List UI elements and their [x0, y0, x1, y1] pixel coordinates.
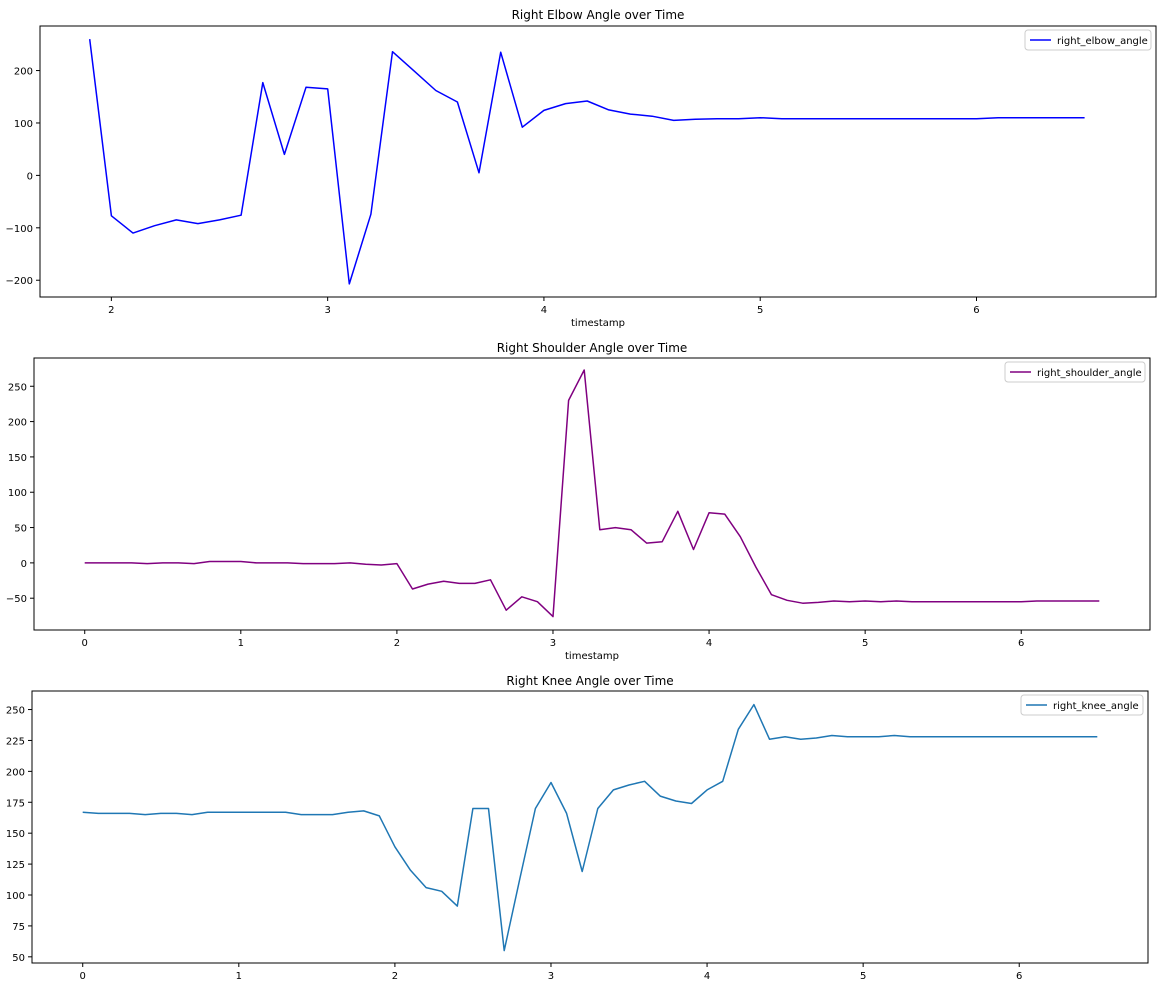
elbow-x-tick-label: 6: [973, 305, 979, 316]
knee-chart-title: Right Knee Angle over Time: [506, 674, 673, 688]
knee-x-tick-label: 3: [548, 971, 554, 982]
knee-x-tick-label: 0: [80, 971, 86, 982]
elbow-y-tick-label: 200: [14, 67, 33, 78]
elbow-chart-title: Right Elbow Angle over Time: [512, 8, 685, 22]
shoulder-x-tick-label: 5: [862, 638, 868, 649]
elbow-legend-label: right_elbow_angle: [1057, 36, 1148, 47]
knee-legend-box: [1020, 694, 1144, 716]
elbow-series-line: [88, 39, 1085, 285]
knee-plot-area: [31, 690, 1149, 964]
shoulder-legend: right_shoulder_angle: [1004, 361, 1146, 383]
elbow-legend: right_elbow_angle: [1024, 29, 1152, 51]
knee-legend: right_knee_angle: [1020, 694, 1144, 716]
knee-y-tick-label: 250: [6, 706, 25, 717]
shoulder-x-tick-label: 3: [550, 638, 556, 649]
elbow-x-axis-label: timestamp: [571, 318, 625, 329]
knee-y-tick-label: 150: [6, 829, 25, 840]
knee-y-tick-label: 225: [6, 736, 25, 747]
knee-legend-label: right_knee_angle: [1053, 701, 1139, 712]
elbow-legend-box: [1024, 29, 1152, 51]
shoulder-y-tick-label: 0: [21, 559, 27, 570]
knee-y-tick-label: 175: [6, 798, 25, 809]
knee-y-tick-label: 50: [12, 953, 25, 964]
shoulder-axes: 0 1 2 3 4 5 6 −50 0 50 100 150 200 250: [6, 382, 1025, 649]
knee-chart-panel: Right Knee Angle over Time 0 1 2 3 4 5 6 50 75 10…: [6, 674, 1149, 982]
elbow-x-tick-label: 2: [108, 305, 114, 316]
shoulder-x-tick-label: 6: [1018, 638, 1024, 649]
knee-y-tick-label: 100: [6, 891, 25, 902]
shoulder-y-tick-label: 100: [8, 488, 27, 499]
shoulder-series-line: [84, 369, 1100, 618]
knee-y-tick-label: 200: [6, 767, 25, 778]
knee-axes: 0 1 2 3 4 5 6 50 75 100 125 150 175 200 225 250: [6, 706, 1023, 982]
knee-x-tick-label: 5: [860, 971, 866, 982]
elbow-axes: 2 3 4 5 6 −200 −100 0 100 200: [6, 67, 980, 316]
elbow-plot-area: [39, 25, 1157, 298]
elbow-x-tick-label: 5: [757, 305, 763, 316]
shoulder-plot-area: [33, 357, 1151, 631]
shoulder-x-axis-label: timestamp: [565, 651, 619, 662]
shoulder-x-tick-label: 1: [238, 638, 244, 649]
shoulder-x-tick-label: 4: [706, 638, 712, 649]
shoulder-chart-title: Right Shoulder Angle over Time: [497, 341, 688, 355]
shoulder-legend-box: [1004, 361, 1146, 383]
knee-x-tick-label: 1: [236, 971, 242, 982]
elbow-y-tick-label: 0: [27, 171, 33, 182]
knee-y-tick-label: 125: [6, 860, 25, 871]
knee-x-tick-label: 2: [392, 971, 398, 982]
shoulder-legend-label: right_shoulder_angle: [1037, 368, 1142, 379]
knee-x-tick-label: 6: [1016, 971, 1022, 982]
shoulder-chart-panel: Right Shoulder Angle over Time 0 1 2 3 4 5 6 −5…: [6, 341, 1151, 662]
knee-series-line: [82, 703, 1098, 952]
elbow-y-tick-label: −100: [6, 224, 33, 235]
elbow-x-tick-label: 4: [541, 305, 547, 316]
shoulder-y-tick-label: 150: [8, 453, 27, 464]
shoulder-y-tick-label: −50: [6, 594, 27, 605]
shoulder-y-tick-label: 50: [14, 524, 27, 535]
elbow-x-tick-label: 3: [324, 305, 330, 316]
shoulder-x-tick-label: 2: [394, 638, 400, 649]
shoulder-y-tick-label: 250: [8, 382, 27, 393]
elbow-y-tick-label: −200: [6, 276, 33, 287]
elbow-y-tick-label: 100: [14, 119, 33, 130]
knee-y-tick-label: 75: [12, 922, 25, 933]
shoulder-y-tick-label: 200: [8, 418, 27, 429]
elbow-chart-panel: Right Elbow Angle over Time 2 3 4 5 6 −200 −10…: [6, 8, 1157, 329]
shoulder-x-tick-label: 0: [82, 638, 88, 649]
knee-x-tick-label: 4: [704, 971, 710, 982]
